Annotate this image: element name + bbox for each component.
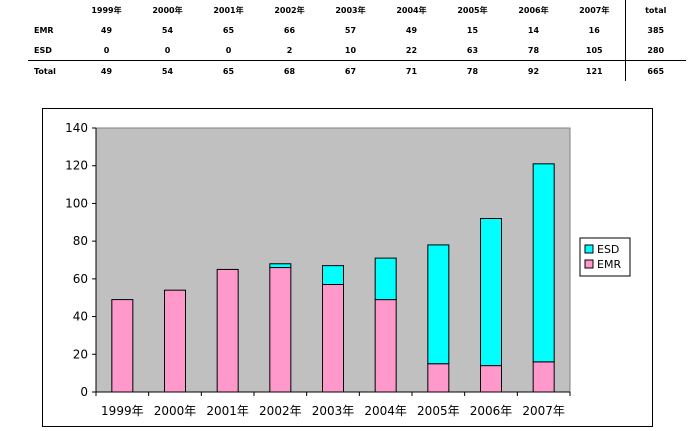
table-header-row: 1999年 2000年 2001年 2002年 2003年 2004年 2005… — [28, 0, 686, 20]
table-cell: 22 — [405, 45, 418, 55]
bar-emr — [532, 361, 555, 393]
table-cell: 68 — [259, 60, 320, 81]
bar-emr — [164, 289, 186, 393]
table-row-total: Total 49 54 65 68 67 71 78 92 121 665 — [28, 60, 686, 81]
y-tick-label: 120 — [65, 159, 88, 173]
y-tick-label: 0 — [80, 385, 88, 399]
table-row-label: ESD — [34, 45, 52, 55]
table-header-cell: 2004年 — [396, 5, 427, 15]
x-tick-label: 2001年 — [206, 404, 249, 418]
bar-emr — [322, 284, 344, 393]
bar-emr — [216, 268, 239, 393]
table-cell: 385 — [624, 20, 686, 40]
table-cell: 65 — [198, 60, 259, 81]
table-cell: 49 — [100, 25, 113, 35]
table-cell: 78 — [442, 60, 503, 81]
bar-esd — [374, 257, 397, 301]
table-header-cell: total — [624, 0, 686, 20]
table-cell: 15 — [466, 25, 479, 35]
bar-esd — [532, 163, 555, 363]
table-cell: 57 — [344, 25, 357, 35]
table-header-cell: 2001年 — [213, 5, 244, 15]
y-tick-label: 60 — [73, 272, 88, 286]
bar-emr — [480, 365, 502, 393]
bar-emr — [269, 267, 292, 393]
table-cell: 10 — [344, 45, 357, 55]
table-header-cell: 2003年 — [335, 5, 366, 15]
legend-label-emr: EMR — [597, 258, 621, 271]
table-header-cell: 2005年 — [457, 5, 488, 15]
table-cell: 63 — [466, 45, 479, 55]
table-cell: 65 — [222, 25, 235, 35]
y-tick-label: 140 — [65, 121, 88, 135]
chart-area: 0 20 40 60 80 100 120 140 1999年 2000年 2001年 2002年 20… — [42, 108, 653, 427]
table-cell: 71 — [381, 60, 442, 81]
table-row-label: EMR — [34, 25, 54, 35]
table-cell: 16 — [588, 25, 600, 35]
bar-esd — [427, 244, 450, 365]
table-header-cell — [28, 0, 76, 20]
table-cell: 665 — [624, 60, 686, 81]
table-cell: 121 — [564, 60, 625, 81]
table-row-label: Total — [28, 60, 76, 81]
table-header-cell: 2002年 — [274, 5, 305, 15]
bar-emr — [111, 299, 134, 393]
x-tick-label: 1999年 — [101, 404, 144, 418]
table-header-cell: 2000年 — [152, 5, 183, 15]
table-cell: 92 — [503, 60, 564, 81]
bar-esd — [269, 263, 292, 269]
bar-emr — [374, 299, 397, 393]
legend-swatch-esd — [584, 244, 594, 254]
y-tick-label: 40 — [73, 310, 88, 324]
x-tick-label: 2006年 — [470, 404, 513, 418]
x-tick-label: 2002年 — [259, 404, 302, 418]
bar-esd — [322, 265, 344, 286]
legend-box — [579, 237, 631, 277]
table-row-emr: EMR 49 54 65 66 57 49 15 14 16 385 — [28, 20, 686, 40]
table-cell: 49 — [405, 25, 418, 35]
x-tick-label: 2003年 — [312, 404, 355, 418]
table-header-cell: 2006年 — [518, 5, 549, 15]
bar-esd — [480, 218, 502, 367]
table-cell: 0 — [103, 45, 110, 55]
table-header-cell: 2007年 — [579, 5, 610, 15]
table-cell: 2 — [286, 45, 293, 55]
legend-label-esd: ESD — [597, 243, 619, 256]
x-tick-label: 2004年 — [364, 404, 407, 418]
table-cell: 78 — [527, 45, 540, 55]
table-cell: 14 — [527, 25, 540, 35]
table-cell: 54 — [137, 60, 198, 81]
x-tick-label: 2007年 — [522, 404, 565, 418]
x-tick-label: 2000年 — [154, 404, 197, 418]
legend-swatch-emr — [584, 259, 594, 269]
table-cell: 49 — [76, 60, 137, 81]
table-cell: 105 — [585, 45, 603, 55]
table-cell: 67 — [320, 60, 381, 81]
table-cell: 66 — [283, 25, 296, 35]
table-cell: 280 — [624, 40, 686, 61]
table-row-esd: ESD 0 0 0 2 10 22 63 78 105 280 — [28, 40, 686, 61]
table-cell: 0 — [225, 45, 232, 55]
y-tick-label: 80 — [73, 234, 88, 248]
data-table: 1999年 2000年 2001年 2002年 2003年 2004年 2005… — [28, 0, 686, 81]
bar-emr — [427, 363, 450, 393]
table-cell: 0 — [164, 45, 171, 55]
y-tick-label: 20 — [73, 347, 88, 361]
table-cell: 54 — [161, 25, 174, 35]
table-header-cell: 1999年 — [91, 5, 122, 15]
y-tick-label: 100 — [65, 196, 88, 210]
stacked-bar-chart: 0 20 40 60 80 100 120 140 1999年 2000年 2001年 2002年 20… — [65, 121, 631, 418]
x-tick-label: 2005年 — [417, 404, 460, 418]
